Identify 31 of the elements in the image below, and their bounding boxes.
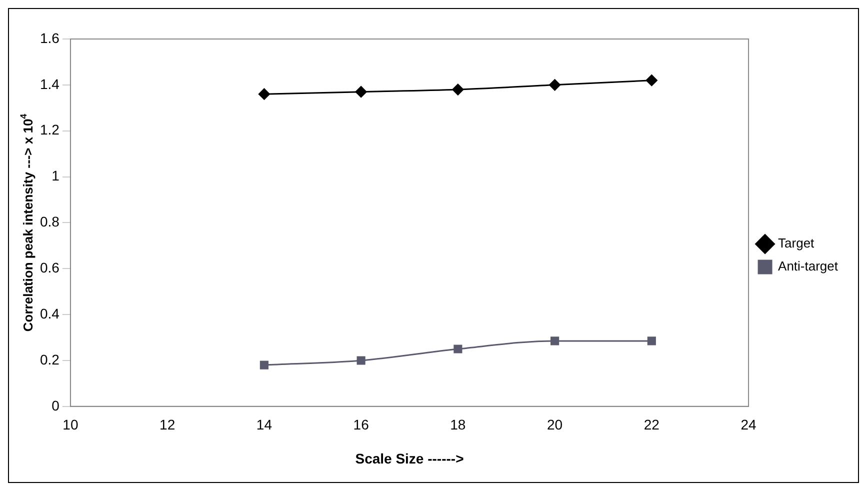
x-tick-label: 16 [353,416,370,433]
y-tick-label: 1.6 [40,30,60,46]
x-axis-title: Scale Size ------> [355,450,464,466]
y-tick-label: 1.4 [40,76,60,92]
x-tick-label: 12 [160,416,176,433]
point [646,74,658,86]
point [549,79,561,91]
y-tick-label: 0.4 [40,305,60,322]
x-tick-label: 20 [547,416,563,433]
point [452,84,464,96]
point [454,344,462,354]
y-tick-label: 1 [52,168,60,184]
x-tick-label: 10 [62,416,78,433]
y-tick-label: 0 [52,397,60,414]
point [356,356,366,365]
legend-label: Target [778,236,815,251]
x-tick-label: 14 [256,416,272,433]
point [647,336,656,346]
x-tick-label: 22 [644,416,660,433]
point [260,360,268,370]
y-axis-title: Correlation peak intensity ---> x 104 [18,114,36,332]
x-tick-label: 18 [450,416,466,433]
y-tick-label: 1.2 [40,122,60,138]
x-tick-label: 24 [740,416,757,433]
point [355,86,367,98]
legend-label: Anti-target [778,258,838,274]
point [258,88,270,100]
point [550,336,560,346]
y-tick-label: 0.6 [40,259,60,276]
y-tick-label: 0.2 [40,351,60,368]
y-tick-label: 0.8 [40,214,60,230]
